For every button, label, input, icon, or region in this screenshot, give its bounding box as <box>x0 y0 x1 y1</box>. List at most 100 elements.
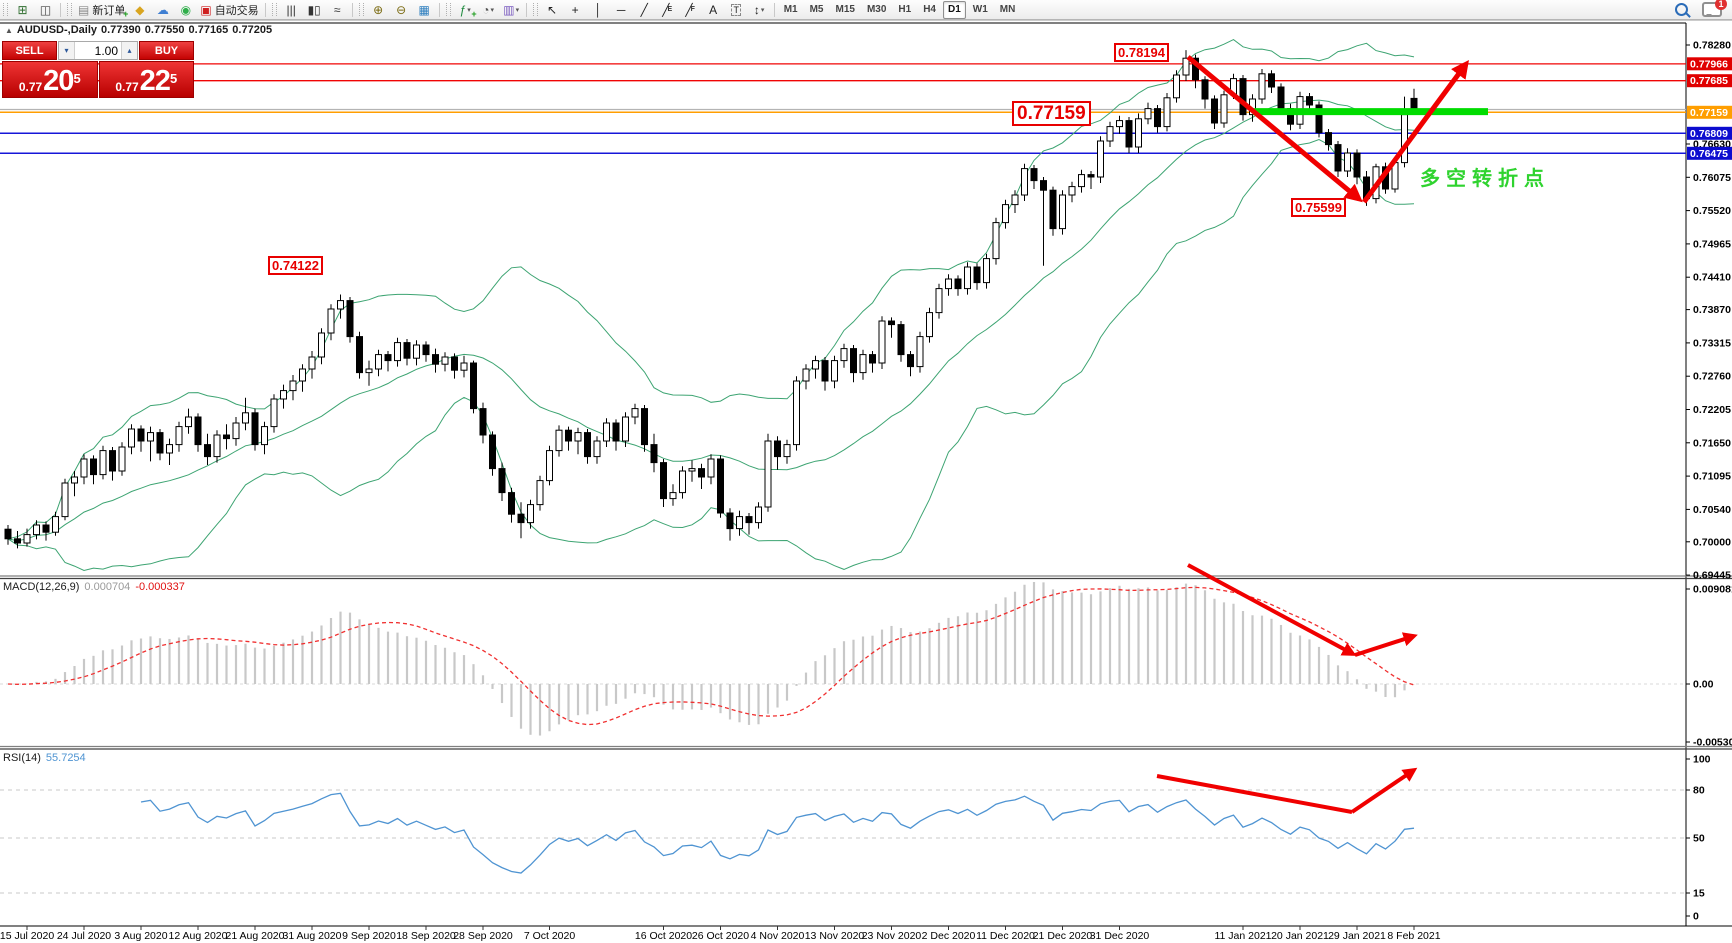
arrows-icon[interactable]: ↕ ▾ <box>753 2 765 17</box>
svg-text:29 Jan 2021: 29 Jan 2021 <box>1328 930 1386 942</box>
toolbar-separator <box>351 2 353 17</box>
search-icon[interactable] <box>1675 3 1688 16</box>
timeframe-h1-button[interactable]: H1 <box>898 4 912 15</box>
svg-text:0.71095: 0.71095 <box>1693 471 1731 483</box>
volume-input[interactable] <box>75 42 121 59</box>
svg-text:0.71650: 0.71650 <box>1693 437 1731 449</box>
svg-text:50: 50 <box>1693 833 1705 845</box>
tile-windows-icon[interactable]: ▦ <box>418 2 430 17</box>
svg-text:12 Aug 2020: 12 Aug 2020 <box>169 930 228 942</box>
svg-text:21 Aug 2020: 21 Aug 2020 <box>226 930 285 942</box>
annotation-level-0.77159[interactable]: 0.77159 <box>1012 101 1091 126</box>
zoom-in-icon[interactable]: ⊕ <box>373 2 384 17</box>
market-icon[interactable]: ◉ <box>180 2 192 17</box>
cursor-icon[interactable]: ↖ <box>547 2 558 17</box>
sell-price-pipette: 5 <box>73 71 81 86</box>
toolbar-separator <box>60 2 61 17</box>
svg-text:0.76075: 0.76075 <box>1693 172 1731 184</box>
buy-price-big: 22 <box>139 65 171 97</box>
candlesticks <box>4 50 1418 549</box>
zoom-out-icon[interactable]: ⊖ <box>396 2 407 17</box>
buy-button[interactable]: BUY <box>139 41 194 60</box>
new-chart-icon[interactable]: ⊞ <box>17 2 28 17</box>
line-chart-mode-icon[interactable]: ≈ <box>333 2 341 17</box>
timeframe-h4-button[interactable]: H4 <box>923 4 936 15</box>
toolbar-grip <box>532 3 538 16</box>
toolbar-separator <box>264 2 266 17</box>
bar-chart-mode-icon[interactable]: ||| <box>286 2 296 17</box>
rsi-label: RSI(14) 55.7254 <box>3 752 86 764</box>
svg-text:0.75520: 0.75520 <box>1693 205 1731 217</box>
volume-spinner: ▾ ▴ <box>58 41 138 60</box>
svg-text:4 Nov 2020: 4 Nov 2020 <box>751 930 805 942</box>
buy-price-display[interactable]: 0.77 22 5 <box>98 61 194 98</box>
sell-button[interactable]: SELL <box>2 41 57 60</box>
periods-icon[interactable]: ◔ ▾ <box>482 2 495 17</box>
timeframe-m15-button[interactable]: M15 <box>835 4 855 15</box>
svg-text:15: 15 <box>1693 888 1705 900</box>
ohlc-high: 0.77550 <box>144 24 185 36</box>
svg-text:0.00: 0.00 <box>1693 679 1714 691</box>
volume-decrease-button[interactable]: ▾ <box>59 42 75 59</box>
new-order-icon[interactable]: ▤ + 新订单 <box>78 2 129 19</box>
templates-icon[interactable]: ▥ ▾ <box>503 2 520 17</box>
svg-text:31 Aug 2020: 31 Aug 2020 <box>283 930 342 942</box>
toolbar-grip <box>3 3 8 16</box>
sell-price-display[interactable]: 0.77 20 5 <box>2 61 98 98</box>
crosshair-icon[interactable]: + <box>571 2 579 17</box>
ohlc-close: 0.77205 <box>232 24 273 36</box>
svg-text:100: 100 <box>1693 754 1711 766</box>
timeframe-d1-button[interactable]: D1 <box>943 0 966 19</box>
svg-text:0.77159: 0.77159 <box>1690 107 1728 119</box>
channel-icon[interactable]: ╱ E <box>662 2 673 17</box>
toolbar-separator <box>438 2 440 17</box>
signals-icon[interactable]: ☁ <box>156 2 169 17</box>
annotation-turning-point-text[interactable]: 多空转折点 <box>1420 168 1550 190</box>
svg-text:31 Dec 2020: 31 Dec 2020 <box>1090 930 1150 942</box>
svg-text:24 Jul 2020: 24 Jul 2020 <box>57 930 111 942</box>
svg-text:0.009081: 0.009081 <box>1693 584 1732 596</box>
deposit-icon[interactable]: ◆ <box>135 2 145 17</box>
candlestick-mode-icon[interactable]: ▮▯ <box>307 2 321 17</box>
svg-text:8 Feb 2021: 8 Feb 2021 <box>1387 930 1440 942</box>
annotation-high-0.78194[interactable]: 0.78194 <box>1114 43 1169 62</box>
macd-label: MACD(12,26,9) 0.000704 -0.000337 <box>3 581 185 593</box>
profiles-icon[interactable]: ◫ <box>39 2 52 17</box>
trendline-icon[interactable]: ╱ <box>640 2 648 17</box>
vertical-line-icon[interactable]: │ <box>594 2 602 17</box>
toolbar-grip <box>358 3 364 16</box>
svg-text:0.73870: 0.73870 <box>1693 304 1731 316</box>
timeframe-mn-button[interactable]: MN <box>999 4 1016 15</box>
timeframe-w1-button[interactable]: W1 <box>972 4 988 15</box>
svg-text:0.70540: 0.70540 <box>1693 504 1731 516</box>
toolbar-separator <box>773 2 775 17</box>
text-icon[interactable]: A <box>709 2 718 17</box>
annotation-high-0.74122[interactable]: 0.74122 <box>268 256 323 275</box>
horizontal-line-icon[interactable]: ─ <box>616 2 626 17</box>
svg-text:0.74965: 0.74965 <box>1693 238 1731 250</box>
indicators-icon[interactable]: ƒ + ▾ <box>459 2 477 19</box>
chat-icon[interactable]: 1 <box>1702 0 1727 17</box>
collapse-panel-icon[interactable]: ▲ <box>5 26 13 35</box>
timeframe-m1-button[interactable]: M1 <box>783 4 798 15</box>
svg-text:11 Jan 2021: 11 Jan 2021 <box>1214 930 1271 942</box>
volume-increase-button[interactable]: ▴ <box>121 42 137 59</box>
sell-price-big: 20 <box>43 65 74 97</box>
sell-price-prefix: 0.77 <box>18 80 43 94</box>
toolbar-grip <box>445 3 451 16</box>
ohlc-low: 0.77165 <box>188 24 229 36</box>
svg-text:0.70000: 0.70000 <box>1693 536 1731 548</box>
ohlc-open: 0.77390 <box>101 24 141 36</box>
fibonacci-icon[interactable]: ╱ F <box>685 2 695 17</box>
svg-text:0.74410: 0.74410 <box>1693 272 1731 284</box>
svg-text:0.76809: 0.76809 <box>1690 128 1728 140</box>
text-label-icon[interactable]: T <box>731 3 741 16</box>
autotrade-icon[interactable]: ▣ 自动交易 <box>200 2 259 17</box>
notification-badge: 1 <box>1715 0 1727 10</box>
svg-text:7 Oct 2020: 7 Oct 2020 <box>524 930 576 942</box>
timeframe-m30-button[interactable]: M30 <box>866 4 887 15</box>
svg-text:0.77966: 0.77966 <box>1690 58 1728 70</box>
annotation-low-0.75599[interactable]: 0.75599 <box>1291 198 1346 217</box>
timeframe-m5-button[interactable]: M5 <box>809 4 824 15</box>
